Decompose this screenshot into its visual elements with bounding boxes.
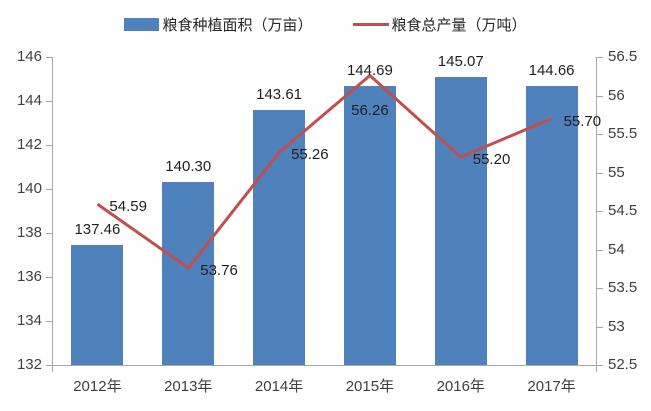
x-axis-label: 2017年 — [527, 378, 576, 395]
line-value-label: 56.26 — [351, 102, 389, 120]
y-axis-tick — [46, 189, 52, 190]
y2-axis-tick-label: 55 — [608, 163, 625, 181]
bar-swatch-icon — [124, 18, 160, 31]
y2-axis-tick-label: 53 — [608, 317, 625, 335]
y-axis-tick — [46, 277, 52, 278]
bar-value-label: 144.69 — [346, 61, 393, 79]
y2-axis-tick — [597, 172, 603, 174]
y-axis-tick-label: 134 — [16, 312, 42, 329]
legend: 粮食种植面积（万亩） 粮食总产量（万吨） — [0, 14, 651, 35]
legend-label-total-output: 粮食总产量（万吨） — [391, 17, 527, 34]
y2-axis-tick — [597, 365, 603, 366]
y2-axis-tick-label: 53.5 — [608, 279, 638, 296]
y2-axis-tick — [597, 57, 603, 58]
y-axis-tick-label: 132 — [16, 356, 42, 373]
y-axis-tick — [46, 365, 52, 366]
y-axis-tick-label: 142 — [16, 136, 42, 153]
line-value-label: 55.26 — [291, 146, 329, 164]
x-axis-label: 2012年 — [73, 378, 122, 395]
line-value-label: 54.59 — [109, 198, 147, 216]
x-axis-label: 2013年 — [164, 378, 213, 395]
bar-value-label: 143.61 — [256, 85, 303, 103]
y2-axis-tick — [597, 249, 603, 251]
y-axis-tick — [46, 233, 52, 234]
y-axis-tick-label: 144 — [16, 92, 42, 109]
y-axis-tick — [46, 101, 52, 102]
bar-value-label: 140.30 — [165, 158, 212, 176]
x-axis-label: 2014年 — [254, 378, 304, 395]
legend-label-planting-area: 粮食种植面积（万亩） — [162, 17, 313, 34]
y-axis-tick-label: 140 — [16, 180, 42, 197]
x-axis-line — [52, 365, 597, 366]
line-value-label: 53.76 — [200, 261, 238, 279]
y2-axis-tick-label: 55.5 — [608, 125, 638, 142]
y2-axis-tick-label: 54.5 — [608, 202, 638, 219]
y2-axis-tick — [597, 288, 603, 289]
y2-axis-tick — [597, 211, 603, 212]
y2-axis-tick — [597, 326, 603, 328]
line-value-label: 55.20 — [472, 151, 511, 169]
y-axis-line — [52, 57, 53, 372]
x-axis-label: 2016年 — [436, 378, 485, 395]
y-axis-tick-label: 136 — [16, 268, 42, 285]
y-axis-tick — [46, 145, 52, 146]
bar — [434, 77, 487, 365]
line-value-label: 55.70 — [563, 112, 602, 130]
y2-axis-tick-label: 54 — [608, 240, 625, 258]
y-axis-tick-label: 146 — [16, 48, 42, 65]
y2-axis-tick-label: 56.5 — [608, 48, 638, 65]
x-axis-label: 2015年 — [345, 378, 395, 395]
line-swatch-icon — [352, 23, 389, 26]
bar-value-label: 144.66 — [528, 62, 575, 80]
y-axis-tick — [46, 321, 52, 322]
legend-item-total-output: 粮食总产量（万吨） — [352, 14, 527, 35]
y-axis-tick — [46, 57, 52, 58]
bar-value-label: 145.07 — [437, 53, 484, 71]
y2-axis-line — [596, 57, 597, 372]
bar — [343, 85, 396, 365]
y2-axis-tick-label: 52.5 — [608, 356, 638, 373]
y2-axis-tick — [597, 134, 603, 135]
bar — [71, 244, 124, 365]
y2-axis-tick-label: 56 — [608, 86, 625, 104]
legend-item-planting-area: 粮食种植面积（万亩） — [124, 14, 313, 35]
bar-value-label: 137.46 — [74, 220, 121, 238]
y-axis-tick-label: 138 — [16, 224, 42, 241]
y2-axis-tick — [597, 95, 603, 97]
